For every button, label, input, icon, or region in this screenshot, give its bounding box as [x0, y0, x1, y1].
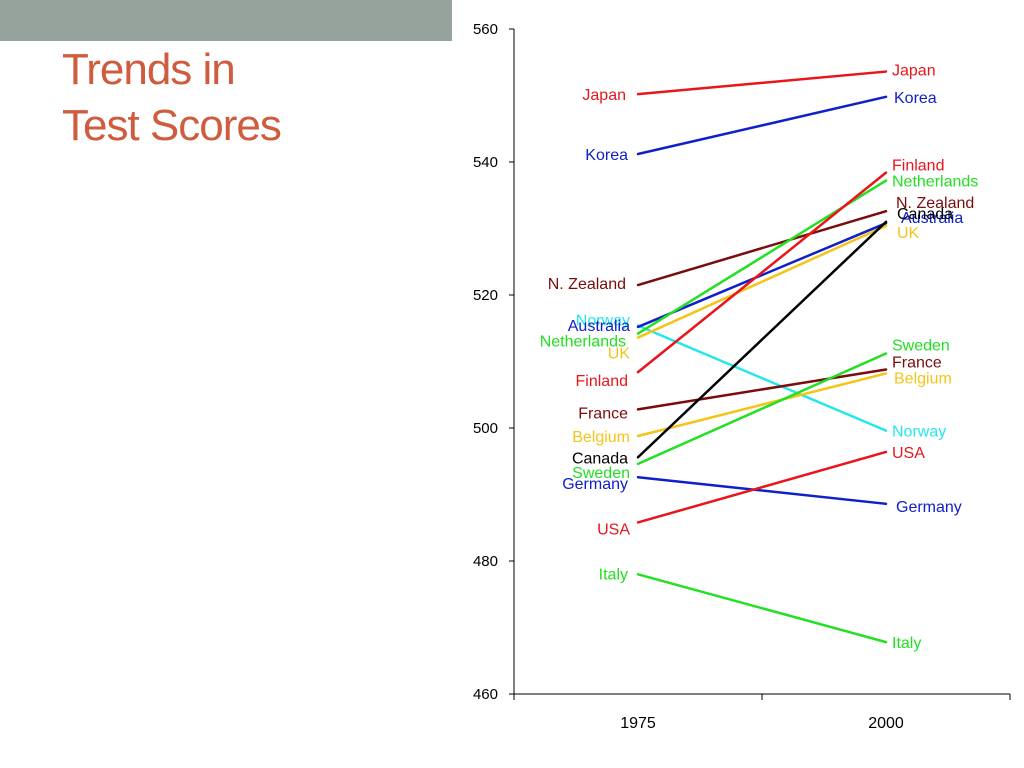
y-tick-label: 520 [473, 287, 498, 304]
series-label-right-italy: Italy [892, 635, 921, 652]
y-tick-label: 480 [473, 553, 498, 570]
series-line-korea [636, 95, 888, 156]
series-label-right-australia: Australia [901, 210, 963, 227]
series-label-right-n-zealand: N. Zealand [896, 195, 974, 212]
series-label-left-usa: USA [597, 521, 630, 538]
y-tick-label: 560 [473, 21, 498, 38]
series-line-sweden [636, 352, 888, 466]
series-line-n-zealand [636, 209, 888, 287]
series-label-right-japan: Japan [892, 63, 936, 80]
series-label-right-canada: Canada [897, 206, 953, 223]
series-label-right-finland: Finland [892, 158, 944, 175]
series-label-left-netherlands: Netherlands [540, 334, 626, 351]
series-line-italy [636, 573, 888, 644]
series-label-left-italy: Italy [599, 566, 628, 583]
series-line-belgium [636, 372, 888, 438]
title-line-1: Trends in [62, 45, 236, 94]
series-label-right-uk: UK [897, 225, 920, 242]
series-label-left-belgium: Belgium [572, 429, 630, 446]
series-line-australia [636, 221, 888, 329]
y-tick-label: 540 [473, 154, 498, 171]
series-line-uk [636, 224, 888, 339]
series-label-right-korea: Korea [894, 90, 937, 107]
series-line-canada [636, 220, 888, 459]
series-label-left-n-zealand: N. Zealand [548, 276, 626, 293]
x-category-label: 2000 [868, 715, 904, 732]
series-line-france [636, 368, 888, 411]
series-label-right-netherlands: Netherlands [892, 174, 978, 191]
series-label-left-norway: Norway [576, 313, 630, 330]
series-label-right-germany: Germany [896, 499, 962, 516]
series-label-left-japan: Japan [582, 87, 626, 104]
series-line-japan [636, 70, 888, 96]
series-label-right-norway: Norway [892, 424, 946, 441]
top-accent-bar [0, 0, 452, 41]
x-category-label: 1975 [620, 715, 656, 732]
series-label-right-france: France [892, 354, 942, 371]
series-label-right-belgium: Belgium [894, 370, 952, 387]
series-label-left-australia: Australia [568, 318, 630, 335]
series-label-left-canada: Canada [572, 450, 628, 467]
series-label-left-finland: Finland [576, 373, 628, 390]
series-label-left-france: France [578, 405, 628, 422]
slide-title: Trends in Test Scores [62, 42, 422, 154]
series-label-right-sweden: Sweden [892, 338, 950, 355]
series-label-left-uk: UK [608, 346, 631, 363]
series-line-finland [636, 171, 888, 374]
y-tick-label: 460 [473, 686, 498, 703]
series-label-right-usa: USA [892, 445, 925, 462]
y-tick-label: 500 [473, 420, 498, 437]
series-line-usa [636, 450, 888, 524]
series-label-left-korea: Korea [585, 147, 628, 164]
series-line-norway [636, 324, 888, 432]
series-line-germany [636, 475, 888, 506]
title-line-2: Test Scores [62, 101, 282, 150]
series-label-left-germany: Germany [562, 476, 628, 493]
series-label-left-sweden: Sweden [572, 465, 630, 482]
